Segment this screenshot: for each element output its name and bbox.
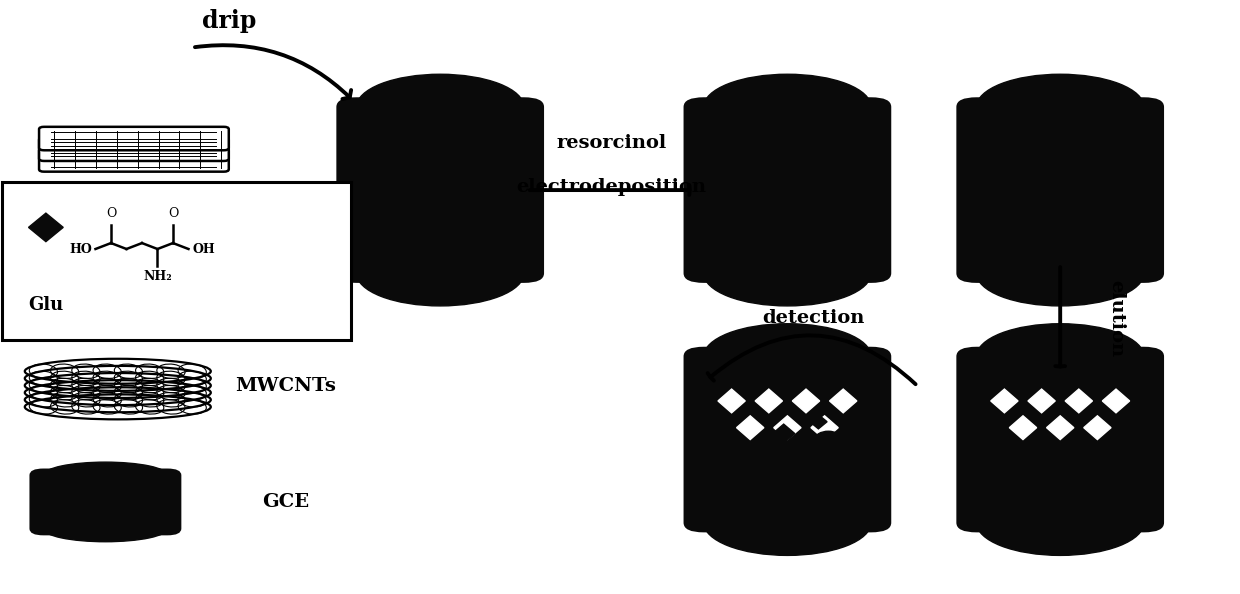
Ellipse shape xyxy=(977,490,1145,555)
FancyBboxPatch shape xyxy=(40,138,228,161)
Polygon shape xyxy=(718,389,745,413)
FancyBboxPatch shape xyxy=(40,127,228,150)
Polygon shape xyxy=(830,389,857,413)
Polygon shape xyxy=(811,416,838,440)
FancyBboxPatch shape xyxy=(30,469,181,535)
Text: detection: detection xyxy=(763,309,864,327)
FancyBboxPatch shape xyxy=(2,182,351,340)
FancyBboxPatch shape xyxy=(683,97,892,283)
Text: resorcinol: resorcinol xyxy=(557,134,666,151)
Text: drip: drip xyxy=(202,9,257,33)
Polygon shape xyxy=(991,389,1018,413)
Ellipse shape xyxy=(357,74,525,140)
Text: Glu: Glu xyxy=(29,296,63,314)
Text: GCE: GCE xyxy=(262,493,309,511)
Polygon shape xyxy=(794,460,818,474)
Ellipse shape xyxy=(977,324,1145,389)
Ellipse shape xyxy=(703,74,870,140)
Ellipse shape xyxy=(43,516,167,542)
FancyBboxPatch shape xyxy=(956,97,1164,283)
Ellipse shape xyxy=(703,241,870,306)
Polygon shape xyxy=(1028,389,1055,413)
Polygon shape xyxy=(792,389,820,413)
Ellipse shape xyxy=(357,241,525,306)
Polygon shape xyxy=(810,415,827,429)
FancyBboxPatch shape xyxy=(956,347,1164,532)
Polygon shape xyxy=(773,424,795,443)
Text: elution: elution xyxy=(1107,280,1125,357)
Text: O: O xyxy=(105,207,117,220)
Polygon shape xyxy=(1084,416,1111,440)
Ellipse shape xyxy=(703,490,870,555)
Text: NH₂: NH₂ xyxy=(143,270,172,283)
Polygon shape xyxy=(1047,416,1074,440)
Polygon shape xyxy=(737,416,764,440)
Polygon shape xyxy=(1102,389,1130,413)
Ellipse shape xyxy=(703,324,870,389)
Ellipse shape xyxy=(977,241,1145,306)
Text: OH: OH xyxy=(192,242,215,255)
FancyBboxPatch shape xyxy=(683,347,892,532)
Text: O: O xyxy=(167,207,179,220)
Polygon shape xyxy=(1009,416,1037,440)
Polygon shape xyxy=(755,389,782,413)
FancyBboxPatch shape xyxy=(336,97,544,283)
Text: HO: HO xyxy=(69,242,92,255)
Polygon shape xyxy=(774,416,801,440)
Polygon shape xyxy=(29,213,63,242)
Ellipse shape xyxy=(43,462,167,488)
Polygon shape xyxy=(1065,389,1092,413)
FancyBboxPatch shape xyxy=(40,148,228,172)
Ellipse shape xyxy=(977,74,1145,140)
Polygon shape xyxy=(831,453,868,474)
Ellipse shape xyxy=(815,431,842,448)
Text: MWCNTs: MWCNTs xyxy=(234,377,336,395)
Text: electrodeposition: electrodeposition xyxy=(516,178,707,196)
